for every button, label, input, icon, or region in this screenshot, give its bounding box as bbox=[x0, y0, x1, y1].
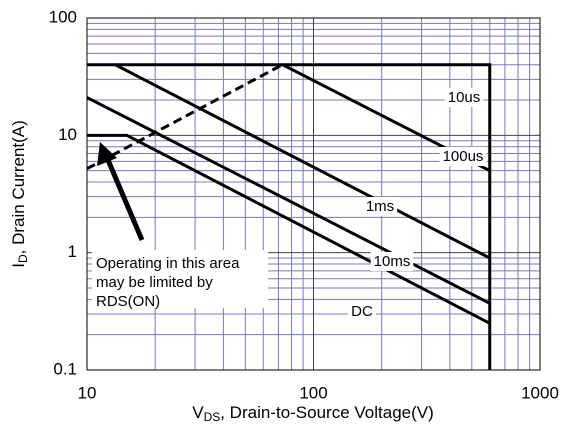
x-label-main: V bbox=[192, 403, 204, 422]
x-label-sub: DS bbox=[204, 410, 221, 424]
series-label-bg bbox=[444, 87, 484, 107]
series-line bbox=[87, 133, 491, 325]
x-tick-label: 100 bbox=[299, 383, 327, 402]
y-axis-label: ID, Drain Current(A) bbox=[9, 120, 30, 268]
series-label: 1ms bbox=[366, 198, 394, 215]
series-label: DC bbox=[351, 303, 373, 320]
series-label-bg bbox=[362, 196, 398, 216]
x-tick-label: 1000 bbox=[521, 383, 559, 402]
series-label-bg bbox=[439, 146, 487, 166]
y-label-sub: D bbox=[16, 254, 30, 263]
series-label: 100us bbox=[443, 148, 484, 165]
grid bbox=[86, 17, 541, 371]
limit-line bbox=[86, 63, 284, 170]
series-line bbox=[86, 96, 491, 305]
y-label-rest: , Drain Current(A) bbox=[9, 120, 28, 254]
x-label-rest: , Drain-to-Source Voltage(V) bbox=[220, 403, 434, 422]
y-tick-label: 1 bbox=[68, 242, 77, 261]
series-label-bg bbox=[370, 251, 414, 271]
x-axis-label: VDS, Drain-to-Source Voltage(V) bbox=[192, 403, 434, 424]
y-tick-label: 100 bbox=[49, 7, 77, 26]
series-label-bg bbox=[348, 301, 376, 321]
annotation-text: RDS(ON) bbox=[96, 293, 160, 310]
marks bbox=[86, 63, 492, 370]
y-tick-label: 0.1 bbox=[53, 359, 77, 378]
y-label-main: I bbox=[9, 263, 28, 268]
series-label: 10us bbox=[448, 89, 481, 106]
series-line bbox=[114, 63, 491, 260]
annotation-text: may be limited by bbox=[96, 274, 213, 291]
series-line bbox=[87, 63, 492, 370]
plot-border bbox=[86, 17, 541, 371]
series-label: 10ms bbox=[374, 253, 411, 270]
annotation-box bbox=[92, 250, 268, 308]
y-tick-label: 10 bbox=[58, 125, 77, 144]
annotation-text: Operating in this area bbox=[96, 255, 240, 272]
annotation-arrow bbox=[105, 159, 145, 241]
annotation-arrowhead bbox=[97, 142, 117, 166]
x-tick-label: 10 bbox=[78, 383, 97, 402]
